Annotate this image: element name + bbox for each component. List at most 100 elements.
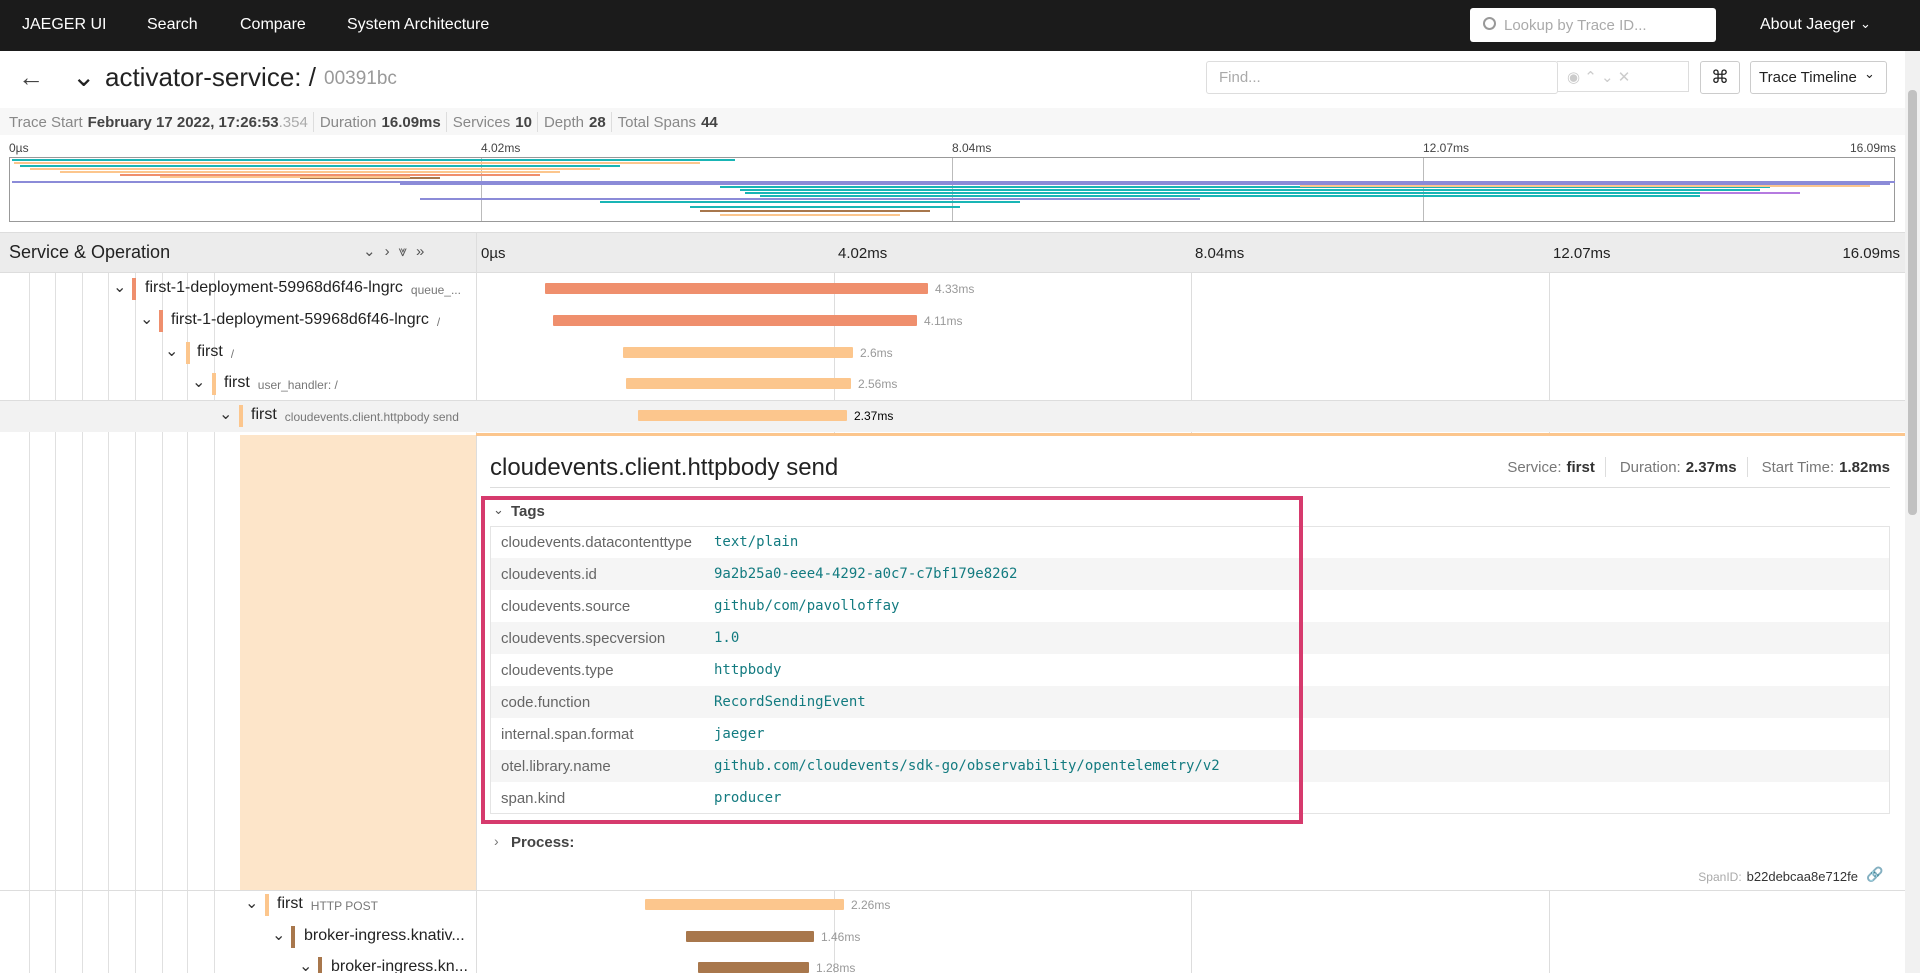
tree-guide xyxy=(29,273,30,973)
trace-title: activator-service: / xyxy=(105,62,316,92)
tag-key: internal.span.format xyxy=(501,726,634,743)
find-controls[interactable]: ◉ ⌃ ⌄ ✕ xyxy=(1557,61,1689,92)
span-bar[interactable] xyxy=(698,962,809,973)
span-service[interactable]: first xyxy=(251,406,277,423)
stats-bar xyxy=(0,108,1905,135)
minimap-tick-label: 12.07ms xyxy=(1423,141,1470,155)
stat-label: Total Spans xyxy=(617,114,697,131)
stat-value: 16.09ms xyxy=(381,114,441,131)
row-toggle[interactable]: ⌄ xyxy=(113,279,127,296)
back[interactable]: ← xyxy=(18,62,44,92)
shortcut-btn[interactable]: ⌘ xyxy=(1700,61,1740,94)
service-color xyxy=(186,342,190,364)
search-placeholder[interactable]: Lookup by Trace ID... xyxy=(1504,17,1647,34)
minimap-span xyxy=(420,198,1200,200)
trace-id: 00391bc xyxy=(324,68,397,89)
caret: ⌄ xyxy=(1860,16,1871,31)
search-icon xyxy=(1483,17,1496,30)
row-toggle[interactable]: ⌄ xyxy=(192,374,206,391)
minimap-tick-label: 0µs xyxy=(9,141,29,155)
timeline-tick-label: 0µs xyxy=(481,245,506,262)
minimap-span xyxy=(720,186,1770,188)
about[interactable]: About Jaeger xyxy=(1760,16,1856,33)
tag-key: cloudevents.type xyxy=(501,662,614,679)
span-duration: 2.6ms xyxy=(860,346,893,360)
span-bar[interactable] xyxy=(626,378,851,389)
tag-row-bg xyxy=(491,622,1889,654)
find-box[interactable] xyxy=(1206,61,1558,94)
row-toggle[interactable]: ⌄ xyxy=(165,343,179,360)
tag-key: span.kind xyxy=(501,790,566,807)
nav-link[interactable]: System Architecture xyxy=(347,16,490,33)
brand[interactable]: JAEGER UI xyxy=(22,16,107,33)
row-toggle[interactable]: ⌄ xyxy=(140,311,154,328)
minimap-span xyxy=(14,162,700,164)
tree-guide xyxy=(135,273,136,973)
span-service[interactable]: first xyxy=(277,895,303,912)
span-service[interactable]: first xyxy=(197,343,223,360)
find-placeholder[interactable]: Find... xyxy=(1219,69,1261,86)
span-operation: user_handler: / xyxy=(257,378,338,392)
minimap-span xyxy=(690,206,960,208)
span-service[interactable]: first-1-deployment-59968d6f46-lngrc xyxy=(171,311,429,328)
tree-controls[interactable]: ⌄›⩔» xyxy=(363,243,434,260)
row-toggle[interactable]: ⌄ xyxy=(299,958,313,973)
span-bar[interactable] xyxy=(545,283,928,294)
minimap-tick-label: 16.09ms xyxy=(1849,141,1896,155)
tag-row-bg xyxy=(491,750,1889,782)
tags-title[interactable]: Tags xyxy=(511,503,545,520)
span-service[interactable]: first xyxy=(224,374,250,391)
process-toggle[interactable]: › xyxy=(494,833,499,849)
view-select[interactable] xyxy=(1750,61,1887,94)
search-box[interactable] xyxy=(1470,8,1716,42)
span-operation: / xyxy=(230,347,235,361)
span-bar[interactable] xyxy=(623,347,853,358)
view-label[interactable]: Trace Timeline xyxy=(1759,69,1857,86)
row-toggle[interactable]: ⌄ xyxy=(245,895,259,912)
collapse[interactable]: ⌄ xyxy=(72,61,96,92)
process-title[interactable]: Process: xyxy=(511,834,575,851)
span-operation: cloudevents.client.httpbody send xyxy=(284,410,459,424)
service-color xyxy=(318,957,322,973)
span-bar[interactable] xyxy=(645,899,844,910)
span-id: b22debcaa8e712fe xyxy=(1746,869,1858,884)
service-color xyxy=(132,278,136,300)
detail-meta: Service: xyxy=(1507,459,1562,476)
tag-value: RecordSendingEvent xyxy=(714,694,866,710)
detail-sep xyxy=(1604,457,1606,477)
timeline-tick-label: 4.02ms xyxy=(838,245,888,262)
minimap-tick-label: 8.04ms xyxy=(952,141,992,155)
stat-value: 28 xyxy=(588,114,606,131)
service-color xyxy=(291,926,295,948)
minimap-span xyxy=(12,159,735,161)
span-bar[interactable] xyxy=(638,410,847,421)
span-bar[interactable] xyxy=(553,315,917,326)
detail-rule xyxy=(490,487,1890,488)
span-bar[interactable] xyxy=(686,931,814,942)
scroll-thumb[interactable] xyxy=(1908,90,1917,515)
nav-link[interactable]: Compare xyxy=(240,16,306,33)
tag-value: text/plain xyxy=(714,534,799,550)
row-toggle[interactable]: ⌄ xyxy=(219,406,233,423)
timeline-grid xyxy=(1191,890,1192,973)
tags-table xyxy=(490,526,1890,814)
tags-toggle[interactable]: ⌄ xyxy=(493,502,504,517)
tag-value: github/com/pavolloffay xyxy=(714,598,900,614)
span-service[interactable]: broker-ingress.knativ... xyxy=(304,927,465,944)
service-color xyxy=(159,310,163,332)
minimap-span xyxy=(600,201,1020,203)
span-service[interactable]: broker-ingress.kn... xyxy=(331,958,468,973)
minimap-span xyxy=(1700,192,1800,194)
tag-key: cloudevents.datacontenttype xyxy=(501,534,692,551)
span-service[interactable]: first-1-deployment-59968d6f46-lngrc xyxy=(145,279,403,296)
nav-link[interactable]: Search xyxy=(147,16,198,33)
detail-bottom xyxy=(0,890,1905,891)
stat-sep xyxy=(536,112,538,132)
link-icon[interactable]: 🔗 xyxy=(1866,866,1884,882)
tag-value: producer xyxy=(714,790,782,806)
row-toggle[interactable]: ⌄ xyxy=(272,927,286,944)
timeline-grid xyxy=(1191,273,1192,435)
span-duration: 1.28ms xyxy=(816,961,856,973)
minimap-span xyxy=(720,214,900,216)
